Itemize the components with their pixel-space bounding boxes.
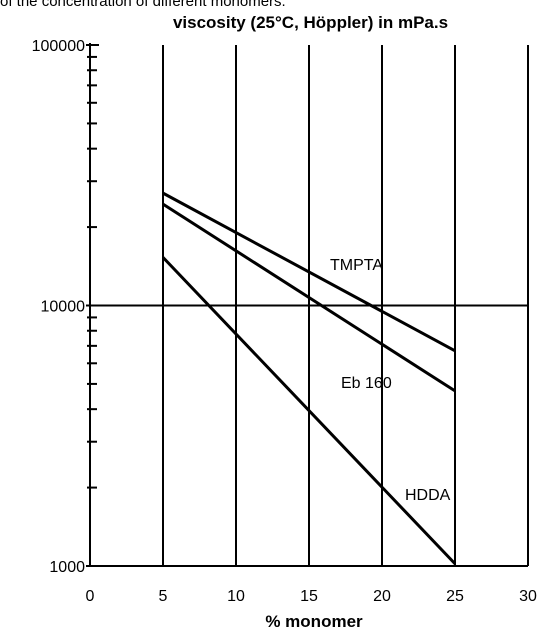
series-line-hdda (161, 256, 457, 565)
axes (86, 43, 528, 567)
x-axis-label: % monomer (265, 612, 363, 631)
series-label-eb-160: Eb 160 (341, 375, 392, 392)
x-tick-label-5: 5 (159, 588, 168, 605)
series-label-hdda: HDDA (405, 487, 451, 504)
grid-lines (90, 45, 529, 566)
y-tick-label-1000: 1000 (49, 559, 85, 576)
chart-title: viscosity (25°C, Höppler) in mPa.s (172, 13, 449, 32)
series-line-tmpta (162, 191, 456, 353)
tick-labels: 1000 10000 100000 0 5 10 15 20 25 30 % monomer TMPT… (32, 38, 537, 631)
figure-caption: of the concentration of different monome… (0, 0, 286, 10)
y-tick-label-10000: 10000 (41, 299, 86, 316)
series-label-tmpta: TMPTA (330, 257, 383, 274)
series-line-eb-160 (162, 202, 456, 393)
series-lines (161, 191, 457, 565)
y-tick-label-100000: 100000 (32, 38, 85, 55)
x-tick-label-0: 0 (86, 588, 95, 605)
x-tick-label-10: 10 (227, 588, 245, 605)
x-tick-label-15: 15 (300, 588, 318, 605)
x-tick-label-30: 30 (519, 588, 537, 605)
x-tick-label-20: 20 (373, 588, 391, 605)
x-tick-label-25: 25 (446, 588, 464, 605)
